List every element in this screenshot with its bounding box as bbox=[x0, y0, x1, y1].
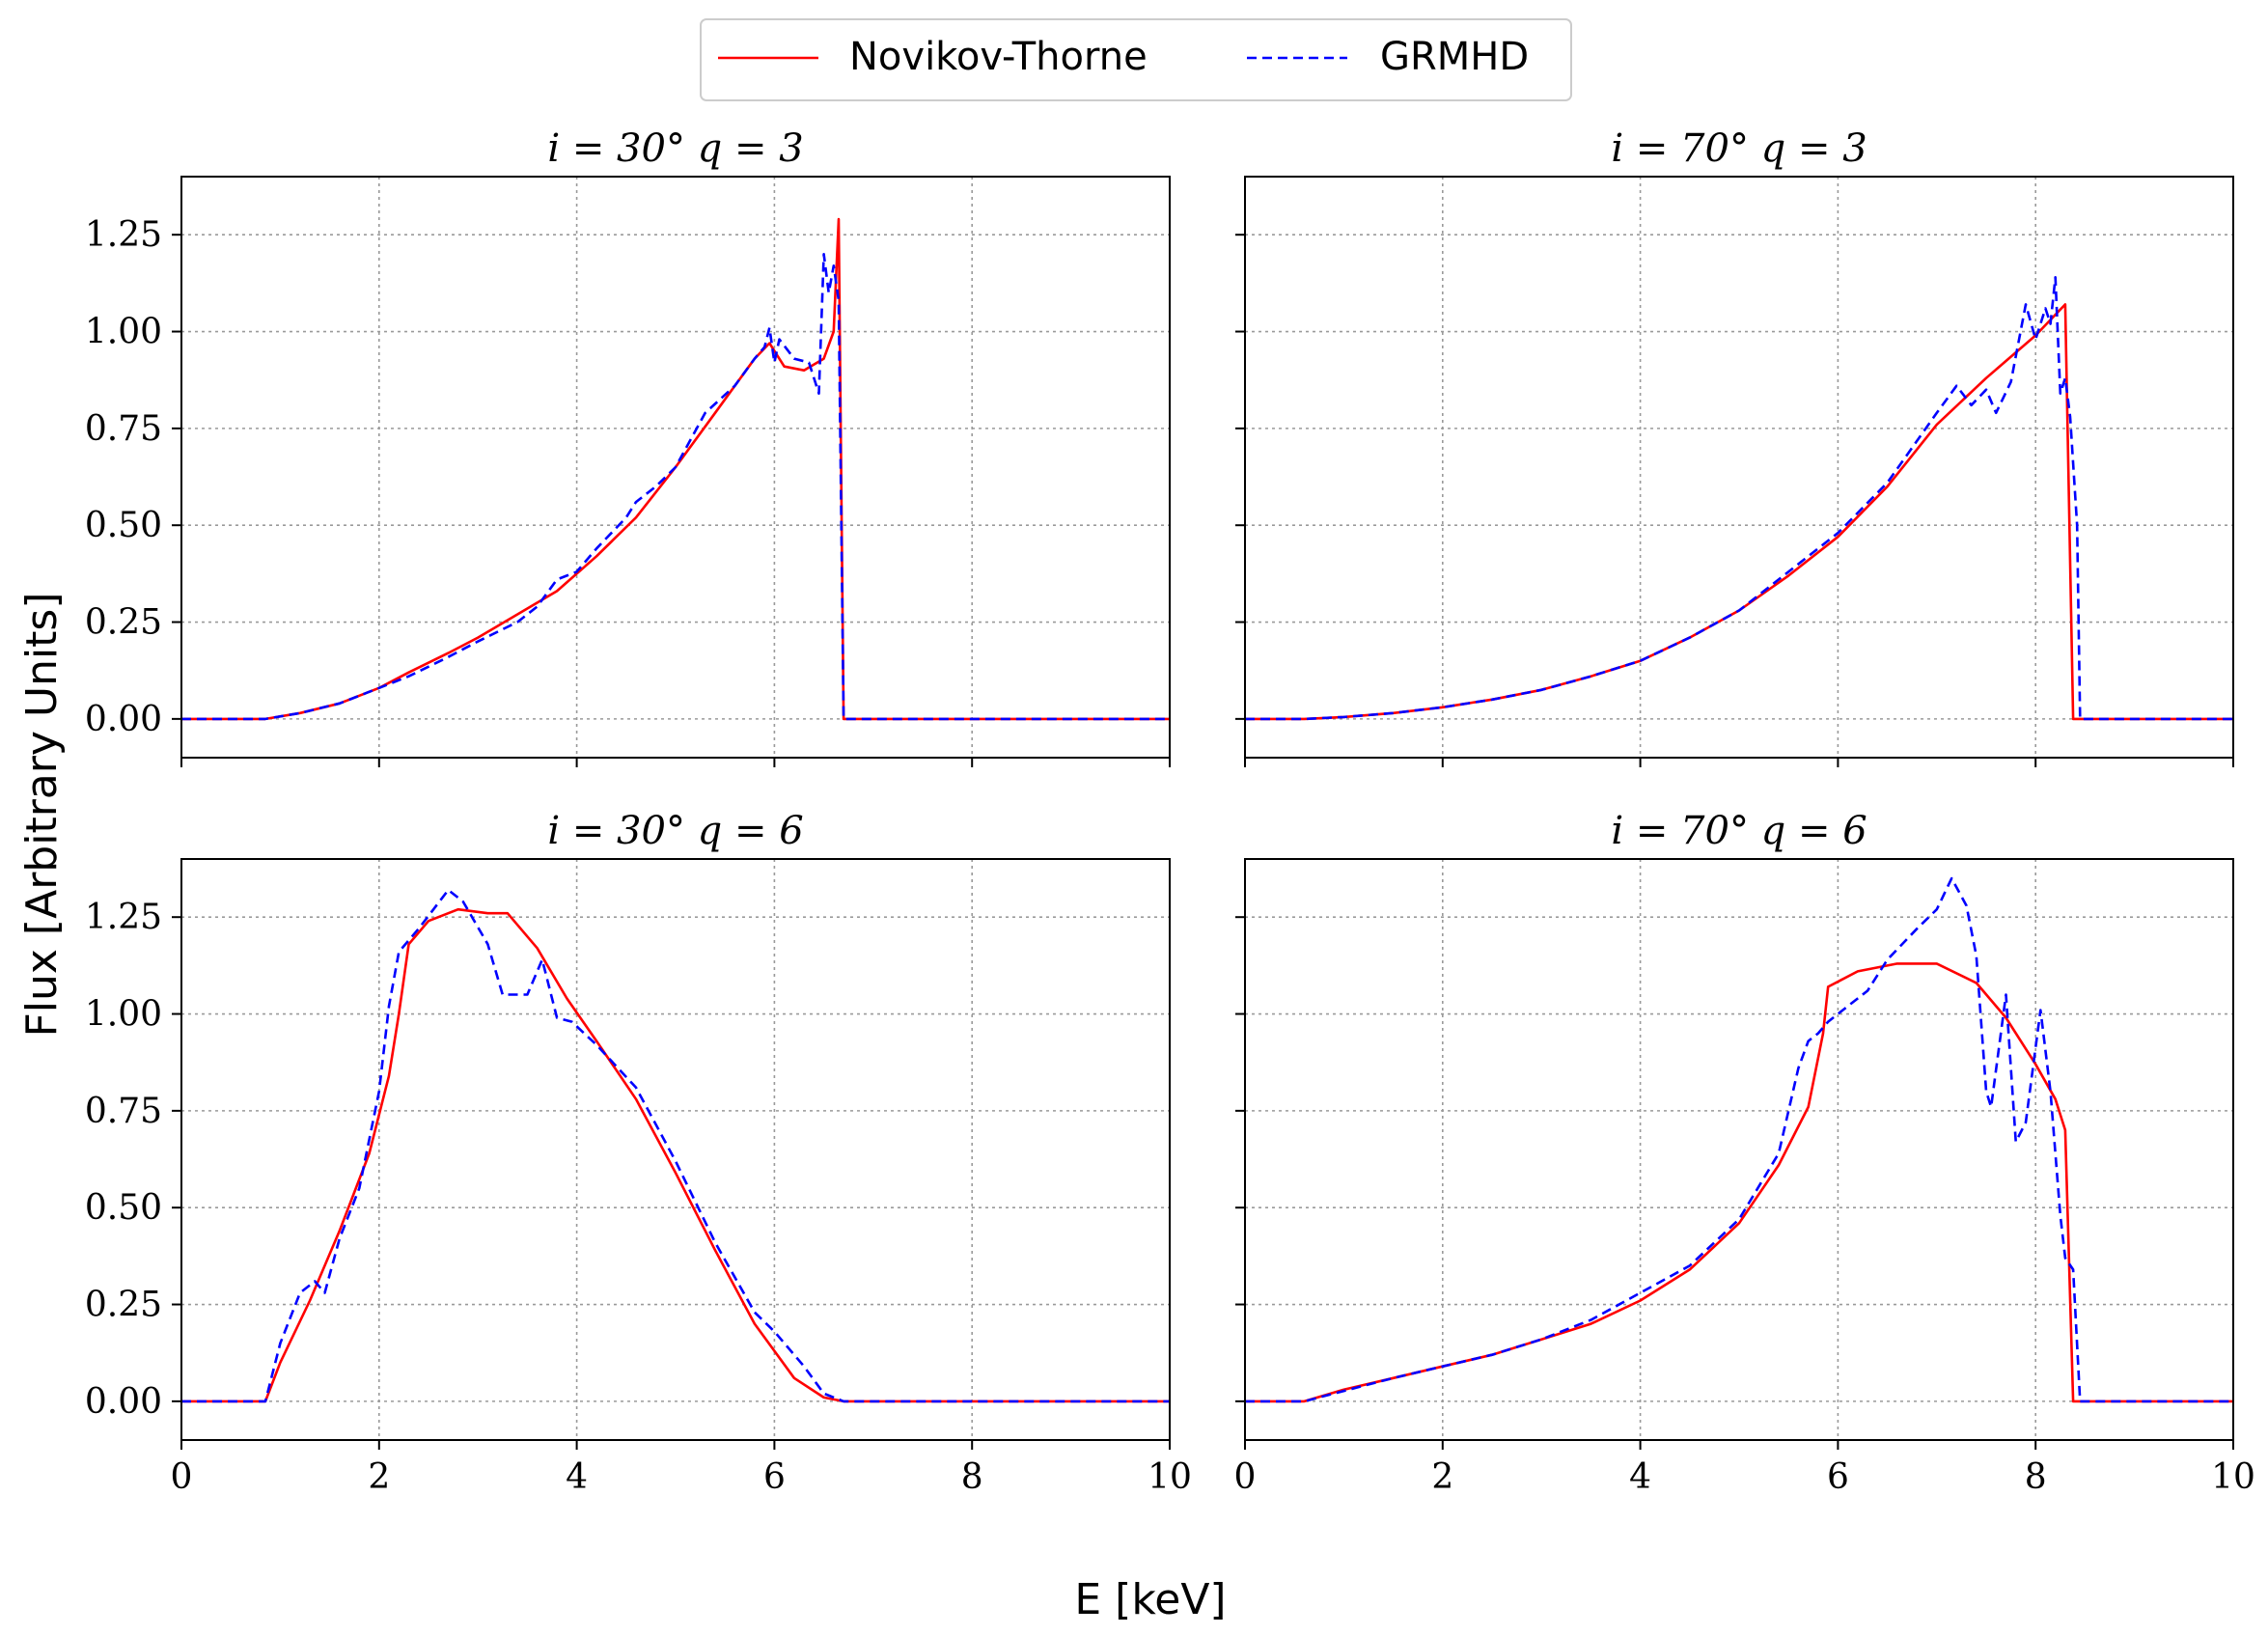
x-tick-label: 0 bbox=[171, 1457, 193, 1497]
y-tick-label: 0.75 bbox=[85, 1092, 162, 1131]
legend-box bbox=[700, 18, 1572, 101]
x-tick-label: 0 bbox=[1234, 1457, 1257, 1497]
y-tick-label: 0.75 bbox=[85, 409, 162, 449]
series-line-novikov-thorne bbox=[1245, 303, 2233, 721]
y-tick-label: 0.00 bbox=[85, 700, 162, 739]
y-tick-label: 1.25 bbox=[85, 215, 162, 255]
legend-label-novikov-thorne: Novikov-Thorne bbox=[849, 35, 1148, 79]
x-tick-label: 8 bbox=[2025, 1457, 2047, 1497]
x-tick-label: 2 bbox=[368, 1457, 390, 1497]
series-line-novikov-thorne bbox=[181, 217, 1170, 721]
panel-bottom-left: 0 2 4 6 8 10 0.00 0.25 0.50 0.75 1.00 1.25 i = 30° q… bbox=[85, 809, 1192, 1497]
x-tick-label: 6 bbox=[763, 1457, 786, 1497]
y-tick-label: 1.25 bbox=[85, 898, 162, 937]
x-axis-label: E [keV] bbox=[1074, 1575, 1226, 1624]
series-line-novikov-thorne bbox=[181, 907, 1170, 1403]
y-tick-label: 0.50 bbox=[85, 506, 162, 545]
series-line-grmhd bbox=[1245, 275, 2233, 721]
x-tick-label: 4 bbox=[566, 1457, 588, 1497]
legend: Novikov-Thorne GRMHD bbox=[700, 18, 1572, 101]
x-tick-label: 2 bbox=[1431, 1457, 1453, 1497]
panel-title: i = 30° q = 6 bbox=[547, 809, 803, 853]
x-tick-label: 8 bbox=[961, 1457, 983, 1497]
legend-label-grmhd: GRMHD bbox=[1380, 35, 1529, 79]
y-tick-label: 1.00 bbox=[85, 995, 162, 1035]
panel-title: i = 30° q = 3 bbox=[547, 126, 803, 171]
x-tick-label: 10 bbox=[1148, 1457, 1192, 1497]
x-tick-label: 4 bbox=[1629, 1457, 1651, 1497]
y-tick-label: 0.50 bbox=[85, 1188, 162, 1228]
panel-title: i = 70° q = 6 bbox=[1611, 809, 1867, 853]
y-tick-label: 0.00 bbox=[85, 1382, 162, 1422]
panel-top-left: 0.00 0.25 0.50 0.75 1.00 1.25 i = 30° q = 3 bbox=[85, 126, 1171, 767]
series-line-novikov-thorne bbox=[1245, 962, 2233, 1403]
y-tick-label: 1.00 bbox=[85, 313, 162, 352]
y-axis-label: Flux [Arbitrary Units] bbox=[17, 592, 67, 1037]
panel-bottom-right: 0 2 4 6 8 10 i = 70° q = 6 bbox=[1234, 809, 2255, 1497]
x-tick-label: 10 bbox=[2211, 1457, 2255, 1497]
axes-frame bbox=[1244, 858, 2234, 1441]
series-line-grmhd bbox=[1245, 876, 2233, 1403]
series-line-grmhd bbox=[181, 888, 1170, 1403]
y-tick-label: 0.25 bbox=[85, 603, 162, 643]
axes-frame bbox=[1244, 176, 2234, 759]
panel-top-right: i = 70° q = 3 bbox=[1235, 126, 2234, 767]
panel-title: i = 70° q = 3 bbox=[1611, 126, 1867, 171]
series-line-grmhd bbox=[181, 252, 1170, 721]
axes-frame bbox=[180, 176, 1171, 759]
x-tick-label: 6 bbox=[1827, 1457, 1849, 1497]
axes-frame bbox=[180, 858, 1171, 1441]
y-tick-label: 0.25 bbox=[85, 1286, 162, 1325]
